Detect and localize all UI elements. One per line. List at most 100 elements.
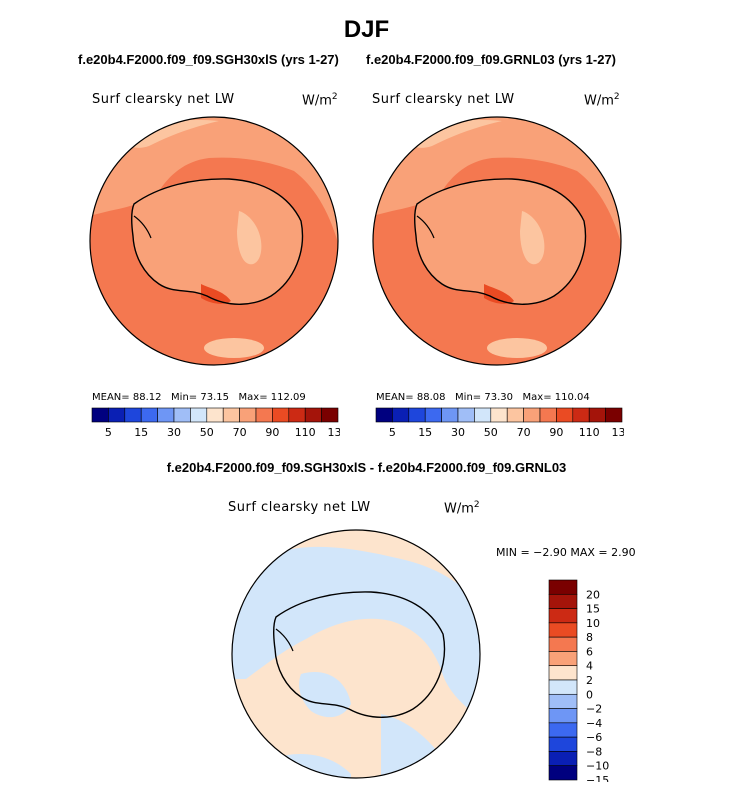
mean-value: 88.08	[416, 392, 446, 403]
colorbar-swatch	[548, 765, 578, 781]
colorbar-swatch	[548, 679, 578, 695]
colorbar-tick-label: 30	[167, 426, 181, 439]
mean-value: 88.12	[132, 392, 162, 403]
mean-label: MEAN=	[376, 392, 414, 403]
colorbar-tick-label: 5	[105, 426, 112, 439]
colorbar-tick-label: 90	[265, 426, 279, 439]
colorbar-swatch	[124, 407, 142, 423]
min-label: Min=	[171, 392, 198, 403]
colorbar-tick-label: −8	[586, 745, 602, 758]
colorbar-swatch	[548, 651, 578, 667]
diff-negative-north	[381, 714, 480, 778]
colorbar-swatch	[548, 622, 578, 638]
map-left	[89, 116, 339, 366]
max-label: Max=	[522, 392, 552, 403]
max-value: 112.09	[270, 392, 306, 403]
colorbar-swatch	[548, 751, 578, 767]
colorbar-tick-label: 70	[517, 426, 531, 439]
colorbar-swatch	[539, 407, 557, 423]
colorbar-swatch	[548, 722, 578, 738]
colorbar-left: 5 15 30 50 70 90 110 130	[91, 407, 340, 439]
case-title-left: f.e20b4.F2000.f09_f09.SGH30xlS (yrs 1-27…	[78, 52, 339, 67]
diff-minmax: MIN = −2.90 MAX = 2.90	[496, 546, 636, 559]
colorbar-tick-label: 130	[612, 426, 625, 439]
antarctica-field	[131, 178, 303, 305]
max-label: Max=	[238, 392, 268, 403]
colorbar-tick-label: −15	[586, 774, 609, 782]
colorbar-tick-label: 30	[451, 426, 465, 439]
colorbar-swatch	[474, 407, 492, 423]
colorbar-right: 5 15 30 50 70 90 110 130	[375, 407, 625, 439]
colorbar-tick-label: 8	[586, 631, 593, 644]
variable-label-left: Surf clearsky net LW	[92, 92, 235, 107]
variable-label-diff: Surf clearsky net LW	[228, 500, 371, 515]
colorbar-swatch	[548, 708, 578, 724]
colorbar-tick-label: 50	[200, 426, 214, 439]
east-antarctic-plateau	[520, 211, 545, 265]
peninsula-coast	[133, 215, 152, 239]
colorbar-swatch	[288, 407, 306, 423]
stats-left: MEAN= 88.12 Min= 73.15 Max= 112.09	[92, 392, 306, 403]
colorbar-swatch	[408, 407, 426, 423]
ross-sea-max	[201, 284, 231, 304]
colorbar-swatch	[490, 407, 508, 423]
stats-right: MEAN= 88.08 Min= 73.30 Max= 110.04	[376, 392, 590, 403]
colorbar-swatch	[548, 736, 578, 752]
units-label-diff: W/m2	[444, 500, 480, 517]
colorbar-swatch	[572, 407, 590, 423]
colorbar-tick-label: 70	[233, 426, 247, 439]
colorbar-tick-label: 90	[549, 426, 563, 439]
units-label-right: W/m2	[584, 92, 620, 109]
colorbar-tick-label: 110	[295, 426, 316, 439]
colorbar-swatch	[548, 693, 578, 709]
colorbar-tick-label: 15	[586, 603, 600, 616]
map-difference	[231, 529, 481, 779]
colorbar-swatch	[255, 407, 273, 423]
colorbar-swatch	[506, 407, 524, 423]
map-boundary	[372, 116, 622, 366]
min-label: Min=	[455, 392, 482, 403]
ross-sea-max	[484, 284, 514, 304]
units-label-left: W/m2	[302, 92, 338, 109]
colorbar-swatch	[157, 407, 175, 423]
map-right	[372, 116, 622, 366]
variable-label-right: Surf clearsky net LW	[372, 92, 515, 107]
colorbar-swatch	[457, 407, 475, 423]
difference-title: f.e20b4.F2000.f09_f09.SGH30xlS - f.e20b4…	[166, 460, 567, 475]
peninsula-coast	[275, 628, 294, 652]
colorbar-swatch	[424, 407, 442, 423]
coastline	[413, 178, 587, 305]
field-band-90	[90, 117, 338, 246]
colorbar-swatch	[91, 407, 109, 423]
colorbar-swatch	[548, 608, 578, 624]
colorbar-tick-label: 50	[484, 426, 498, 439]
colorbar-swatch	[548, 665, 578, 681]
colorbar-tick-label: −6	[586, 731, 602, 744]
colorbar-swatch	[441, 407, 459, 423]
colorbar-tick-label: 110	[579, 426, 600, 439]
coastline	[272, 591, 446, 718]
map-boundary	[89, 116, 339, 366]
peninsula-coast	[416, 215, 435, 239]
colorbar-swatch	[588, 407, 606, 423]
colorbar-tick-label: −2	[586, 703, 602, 716]
colorbar-tick-label: 15	[134, 426, 148, 439]
colorbar-tick-label: 0	[586, 688, 593, 701]
min-value: 73.15	[200, 392, 229, 403]
field-patch-north	[204, 338, 264, 358]
field-patch-north	[487, 338, 547, 358]
colorbar-swatch	[190, 407, 208, 423]
colorbar-tick-label: −4	[586, 717, 602, 730]
season-title: DJF	[343, 16, 390, 43]
colorbar-swatch	[140, 407, 158, 423]
diff-negative-region	[232, 546, 480, 719]
colorbar-swatch	[548, 579, 578, 595]
colorbar-swatch	[556, 407, 574, 423]
colorbar-tick-label: 6	[586, 645, 593, 658]
colorbar-tick-label: 2	[586, 674, 593, 687]
colorbar-tick-label: 20	[586, 588, 600, 601]
colorbar-swatch	[222, 407, 240, 423]
antarctica-field	[414, 178, 586, 305]
colorbar-tick-label: 4	[586, 660, 593, 673]
